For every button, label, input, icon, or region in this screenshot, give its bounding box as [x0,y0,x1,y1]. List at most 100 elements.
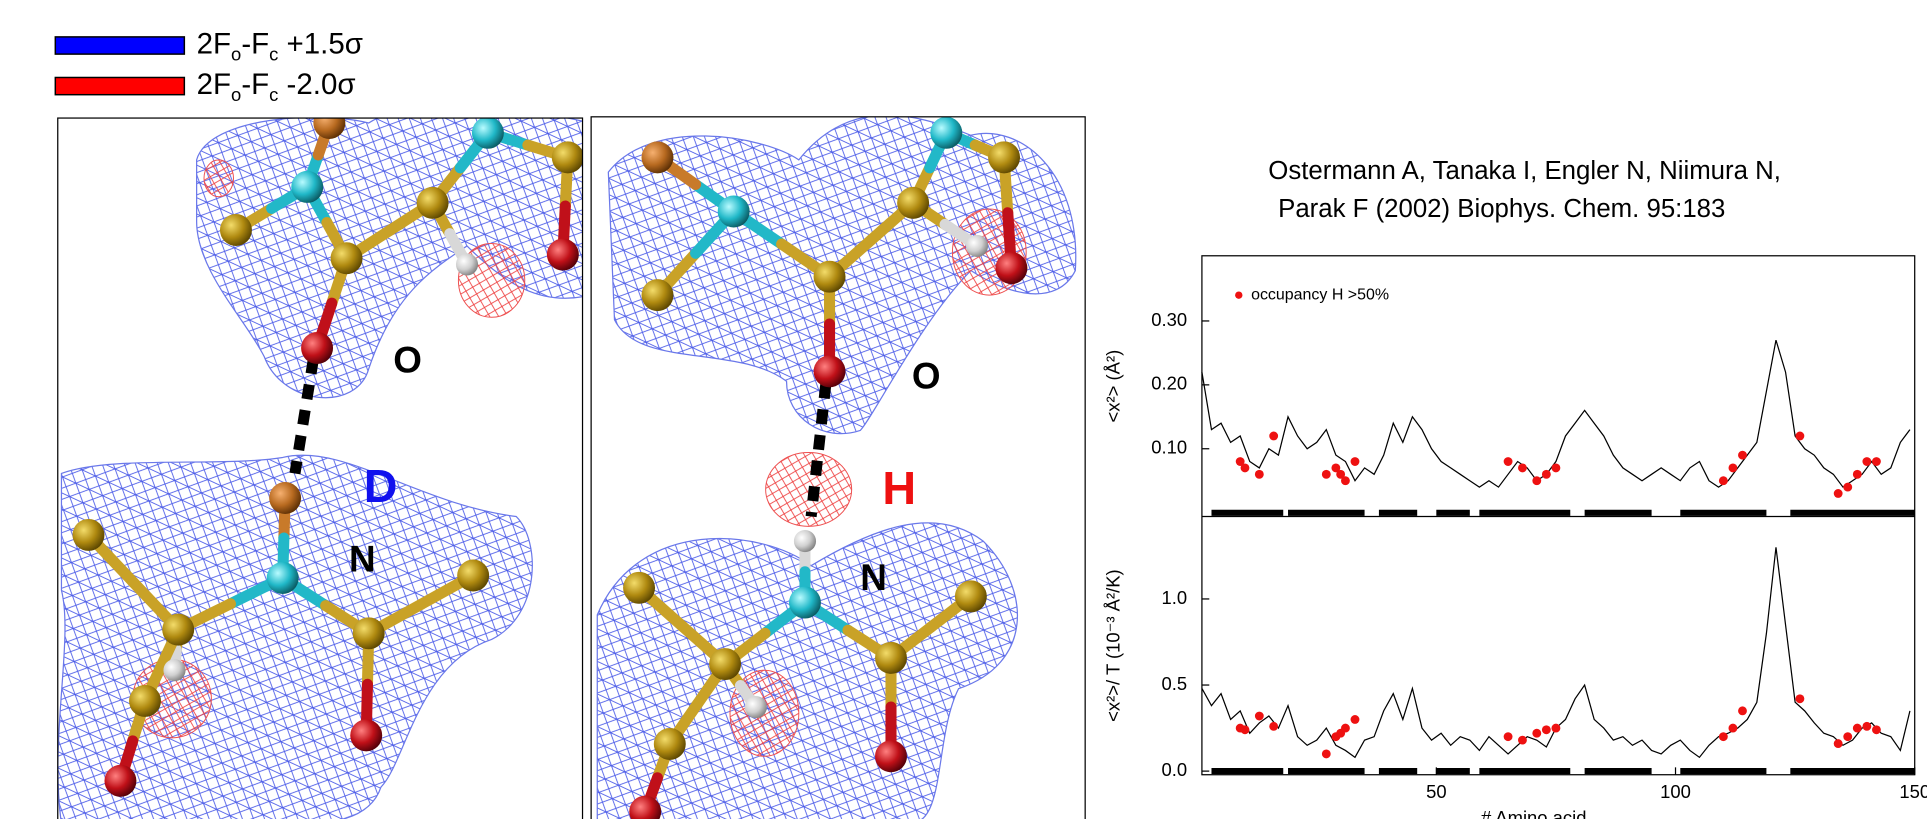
occupancy-point [1322,749,1331,758]
legend-label: 2Fo-Fc +1.5σ [197,27,363,65]
atom [417,187,449,219]
atom [552,141,584,173]
occupancy-point [1542,725,1551,734]
occupancy-point [1241,725,1250,734]
atom [745,696,767,718]
atom [331,242,363,274]
occupancy-point [1551,724,1560,733]
y-axis-label: <x²>/ T (10⁻³ Å²/K) [1103,569,1124,722]
atom [129,685,161,717]
occupancy-point [1341,724,1350,733]
occupancy-point [1834,489,1843,498]
atom [789,587,821,619]
occupancy-point [1834,739,1843,748]
atom [350,719,382,751]
atom [955,580,987,612]
legend-swatch [55,77,184,94]
atom [269,482,301,514]
occupancy-point [1729,724,1738,733]
atom [301,332,333,364]
atom [875,740,907,772]
y-tick-label: 0.5 [1162,673,1188,694]
x-tick-label: 100 [1660,781,1691,802]
occupancy-point [1255,712,1264,721]
atom-label: N [349,539,376,580]
occupancy-point [1504,732,1513,741]
x-tick-label: 150 [1899,781,1927,802]
occupancy-point [1719,476,1728,485]
legend-text: o [231,84,241,105]
atom [814,355,846,387]
atom-label: N [860,557,887,598]
legend-text: -F [241,27,269,60]
occupancy-point [1532,729,1541,738]
y-axis-label: <x²> (Å²) [1103,350,1124,423]
occupancy-point [1872,725,1881,734]
occupancy-point [1518,463,1527,472]
atom [623,572,655,604]
legend-text: 2F [197,68,231,101]
atom [353,617,385,649]
page: { "legend":[ {"color":"#0000ff","parts":… [0,0,1927,819]
occupancy-point [1843,732,1852,741]
y-tick-label: 0.10 [1151,437,1187,458]
y-tick-label: 1.0 [1162,587,1188,608]
atom [472,117,504,149]
occupancy-point [1551,463,1560,472]
occupancy-point [1518,736,1527,745]
occupancy-point [1504,457,1513,466]
occupancy-point [1843,483,1852,492]
density-panel [58,107,590,819]
occupancy-point [1269,722,1278,731]
occupancy-point [1341,476,1350,485]
y-tick-label: 0.30 [1151,309,1187,330]
occupancy-point [1795,694,1804,703]
occupancy-point [1853,724,1862,733]
occupancy-point [1532,476,1541,485]
occupancy-point [1269,432,1278,441]
atom [291,171,323,203]
atom [814,261,846,293]
figure: 2Fo-Fc +1.5σ2Fo-Fc -2.0σ Ostermann A, Ta… [0,0,1927,819]
atom-label: H [882,462,916,514]
legend-text: c [269,84,278,105]
atom [267,562,299,594]
occupancy-point [1862,457,1871,466]
atom [547,239,579,271]
atom [930,117,962,149]
occupancy-point [1738,706,1747,715]
legend-text: 2F [197,27,231,60]
occupancy-point [1719,732,1728,741]
atom [104,765,136,797]
legend-label: 2Fo-Fc -2.0σ [197,68,356,106]
atom [709,648,741,680]
occupancy-point [1729,463,1738,472]
legend-swatch [55,37,184,54]
atom [988,141,1020,173]
citation: Parak F (2002) Biophys. Chem. 95:183 [1278,195,1725,223]
occupancy-point [1351,457,1360,466]
charts: 0.100.200.30<x²> (Å²)occupancy H >50%0.0… [1103,256,1927,819]
density-panel [597,115,1075,819]
atom [642,141,674,173]
legend-label: occupancy H >50% [1251,286,1389,303]
occupancy-point [1853,470,1862,479]
citation: Ostermann A, Tanaka I, Engler N, Niimura… [1268,157,1781,185]
legend-text: +1.5σ [278,27,363,60]
atom-label: O [393,340,422,381]
atom [995,252,1027,284]
legend-text: c [269,44,278,65]
occupancy-point [1738,451,1747,460]
occupancy-point [1322,470,1331,479]
atom [457,560,489,592]
occupancy-point [1862,722,1871,731]
atom [718,196,750,228]
legend-text: -F [241,68,269,101]
atom [875,642,907,674]
x-tick-label: 50 [1426,781,1447,802]
y-tick-label: 0.20 [1151,373,1187,394]
atom-label: O [912,355,941,396]
legend-marker [1235,291,1242,298]
atom [966,235,988,257]
